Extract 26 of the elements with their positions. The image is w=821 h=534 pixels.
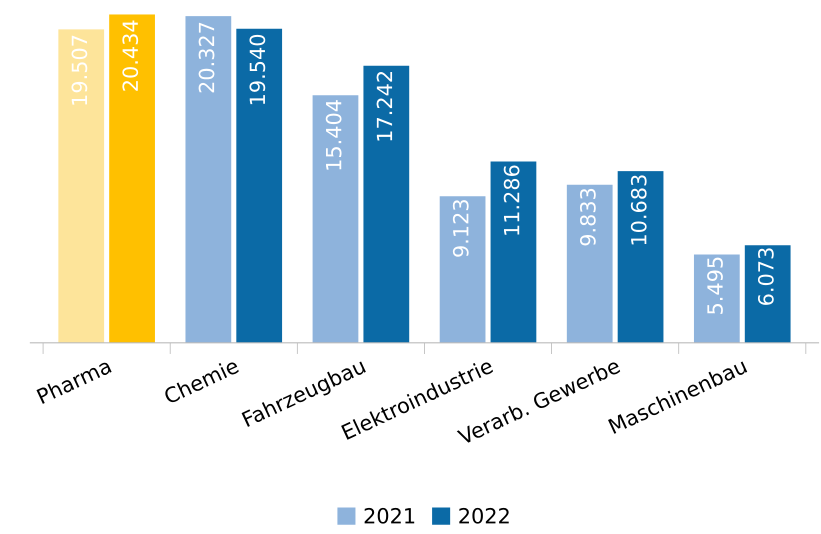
bar: [58, 29, 104, 343]
bar: [363, 66, 410, 343]
legend-label: 2021: [364, 508, 414, 524]
bar: [312, 95, 358, 343]
data-label: 15.404: [326, 100, 342, 170]
legend-label: 2022: [459, 508, 509, 524]
data-label: 11.286: [504, 165, 520, 235]
data-label: 9.833: [580, 188, 596, 246]
data-label: 9.123: [452, 200, 469, 257]
bar: [109, 14, 155, 343]
bar: [185, 16, 232, 343]
bar: [440, 196, 486, 343]
data-label: 5.495: [707, 258, 723, 314]
bar: [694, 254, 740, 343]
data-label: 10.683: [630, 175, 647, 244]
bar: [236, 28, 282, 343]
data-label: 19.540: [249, 34, 266, 104]
bar: [618, 171, 664, 343]
bar: [566, 184, 613, 343]
data-label: 19.507: [72, 36, 88, 105]
data-label: 6.073: [758, 248, 774, 305]
data-label: 20.434: [122, 20, 138, 91]
data-label: 20.327: [198, 22, 214, 92]
bar: [490, 161, 536, 343]
data-label: 17.242: [376, 72, 392, 140]
bar: [744, 245, 791, 343]
